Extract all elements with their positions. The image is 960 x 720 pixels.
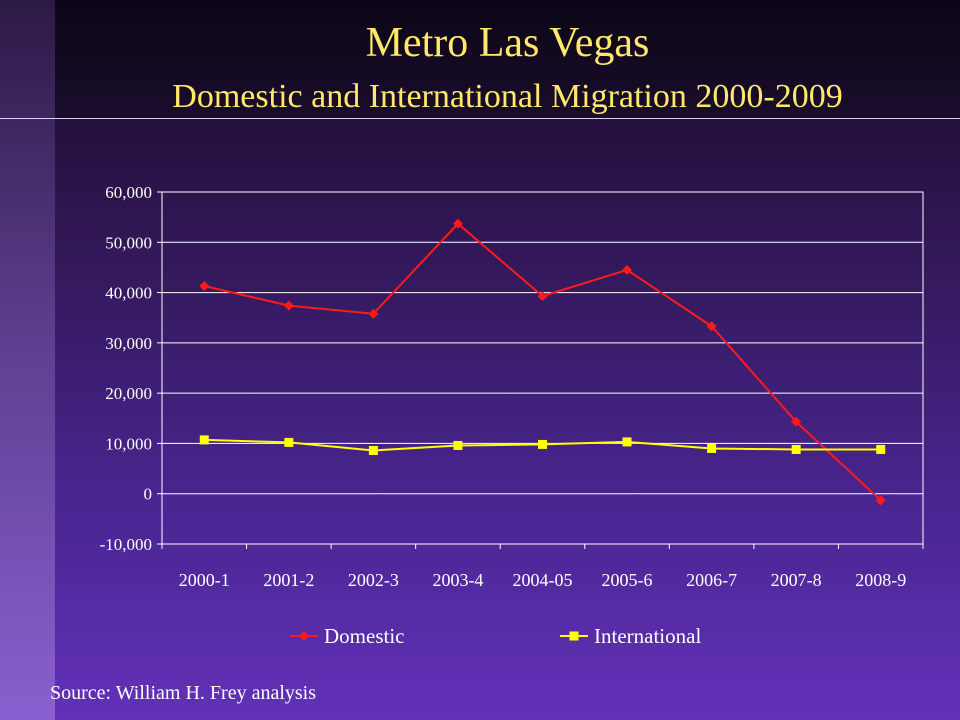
x-tick-label: 2002-3 (348, 570, 399, 590)
point-international (622, 437, 632, 447)
point-international (707, 443, 717, 453)
x-tick-label: 2004-05 (513, 570, 573, 590)
legend-label-domestic: Domestic (324, 624, 404, 648)
y-tick-label: 30,000 (105, 334, 152, 353)
point-domestic (537, 291, 548, 302)
side-accent-bar (0, 0, 55, 720)
x-tick-label: 2000-1 (179, 570, 230, 590)
source-note: Source: William H. Frey analysis (50, 682, 317, 704)
y-tick-label: 0 (144, 485, 153, 504)
point-international (453, 440, 463, 450)
point-international (876, 444, 886, 454)
y-tick-label: 40,000 (105, 284, 152, 303)
y-tick-label: -10,000 (100, 535, 152, 554)
slide-subtitle: Domestic and International Migration 200… (172, 78, 843, 115)
x-tick-label: 2005-6 (602, 570, 653, 590)
point-domestic (875, 495, 886, 506)
point-domestic (706, 321, 717, 332)
point-domestic (199, 281, 210, 292)
y-tick-label: 20,000 (105, 384, 152, 403)
y-tick-label: 10,000 (105, 434, 152, 453)
title-rule (0, 118, 960, 119)
point-domestic (791, 416, 802, 427)
x-tick-label: 2003-4 (432, 570, 483, 590)
slide-title: Metro Las Vegas (365, 20, 650, 66)
point-international (284, 437, 294, 447)
point-domestic (283, 300, 294, 311)
legend-marker-domestic (299, 631, 309, 641)
series-line-domestic (204, 222, 882, 501)
y-tick-label: 50,000 (105, 233, 152, 252)
plot-area (161, 191, 924, 545)
point-international (538, 439, 547, 449)
legend-label-international: International (594, 624, 701, 648)
point-international (199, 435, 209, 445)
legend-marker-international (569, 631, 579, 641)
x-tick-label: 2001-2 (263, 570, 314, 590)
y-tick-label: 60,000 (105, 183, 152, 202)
x-tick-label: 2007-8 (771, 570, 822, 590)
point-domestic (452, 218, 463, 229)
point-international (368, 445, 378, 455)
x-tick-label: 2008-9 (855, 570, 906, 590)
point-domestic (368, 308, 379, 319)
point-international (791, 444, 801, 454)
title-band (55, 0, 960, 118)
point-domestic (622, 264, 633, 275)
x-tick-label: 2006-7 (686, 570, 737, 590)
